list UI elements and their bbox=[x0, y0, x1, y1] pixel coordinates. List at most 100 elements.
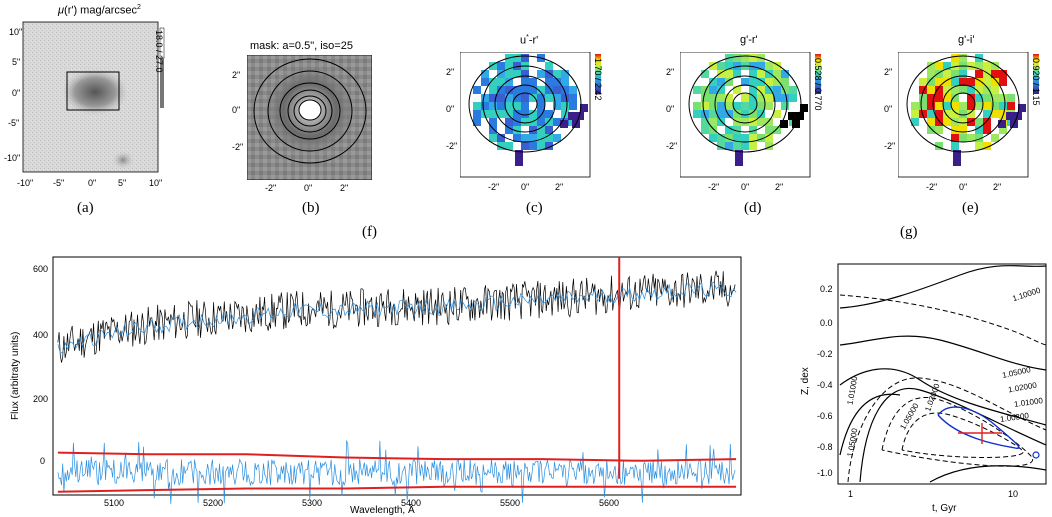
color-pixel bbox=[717, 78, 725, 86]
color-pixel bbox=[975, 134, 983, 142]
caption-d: (d) bbox=[744, 200, 762, 216]
colorbar-c-label: 1.70 / 2.42 bbox=[593, 58, 603, 101]
color-pixel bbox=[951, 78, 959, 86]
spectrum-series-1 bbox=[57, 281, 737, 354]
companion-galaxy bbox=[111, 150, 135, 170]
color-pixel bbox=[529, 86, 537, 94]
color-pixel bbox=[505, 142, 513, 150]
color-pixel bbox=[975, 118, 983, 126]
color-pixel bbox=[911, 118, 919, 126]
spectrum-series-2 bbox=[57, 440, 736, 504]
color-pixel bbox=[999, 94, 1007, 102]
color-pixel bbox=[975, 62, 983, 70]
color-pixel bbox=[983, 142, 991, 150]
color-pixel bbox=[545, 70, 553, 78]
color-pixel bbox=[545, 94, 553, 102]
color-pixel bbox=[505, 78, 513, 86]
color-pixel bbox=[473, 86, 481, 94]
color-pixel bbox=[701, 126, 709, 134]
color-pixel bbox=[537, 70, 545, 78]
panel-d-plot bbox=[680, 52, 821, 178]
color-pixel bbox=[959, 126, 967, 134]
color-pixel bbox=[919, 78, 927, 86]
color-pixel bbox=[959, 54, 967, 62]
color-pixel bbox=[709, 118, 717, 126]
tick-c-y: 2" bbox=[446, 67, 455, 77]
color-pixel bbox=[513, 102, 521, 110]
color-pixel bbox=[709, 102, 717, 110]
color-pixel bbox=[741, 118, 749, 126]
color-pixel bbox=[489, 102, 497, 110]
color-pixel bbox=[911, 102, 919, 110]
tick-b-x: 2" bbox=[340, 183, 349, 193]
color-pixel bbox=[943, 118, 951, 126]
color-pixel bbox=[701, 94, 709, 102]
color-pixel bbox=[569, 102, 577, 110]
color-pixel bbox=[561, 78, 569, 86]
tick-e-y: 2" bbox=[884, 67, 893, 77]
color-pixel bbox=[489, 94, 497, 102]
tick-a-x: 5" bbox=[118, 178, 127, 188]
color-pixel bbox=[693, 102, 701, 110]
color-pixel bbox=[953, 158, 961, 166]
color-pixel bbox=[757, 110, 765, 118]
color-pixel bbox=[999, 126, 1007, 134]
color-pixel bbox=[927, 126, 935, 134]
tick-b-y: -2" bbox=[232, 142, 244, 152]
color-pixel bbox=[725, 134, 733, 142]
spectrum-series-0 bbox=[57, 270, 736, 363]
color-pixel bbox=[983, 78, 991, 86]
tick-b-x: -2" bbox=[265, 183, 277, 193]
color-pixel bbox=[1014, 112, 1022, 120]
spectrum-ytick: 0 bbox=[40, 456, 46, 466]
spectrum-frame bbox=[52, 256, 742, 496]
color-pixel bbox=[951, 54, 959, 62]
color-pixel bbox=[521, 110, 529, 118]
tick-d-y: 0" bbox=[666, 104, 675, 114]
tick-d-x: 2" bbox=[775, 182, 784, 192]
color-pixel bbox=[521, 70, 529, 78]
color-pixel bbox=[489, 134, 497, 142]
color-pixel bbox=[983, 110, 991, 118]
chi2-xtick: 10 bbox=[1008, 489, 1019, 499]
color-pixel bbox=[717, 118, 725, 126]
panel-c-title: u*-r' bbox=[520, 34, 539, 47]
spectrum-plot bbox=[52, 256, 742, 504]
color-pixel bbox=[975, 70, 983, 78]
color-pixel bbox=[765, 94, 773, 102]
tick-a-y: 10" bbox=[9, 27, 23, 37]
color-pixel bbox=[935, 126, 943, 134]
color-pixel bbox=[553, 70, 561, 78]
color-pixel bbox=[983, 118, 991, 126]
color-pixel bbox=[521, 118, 529, 126]
color-pixel bbox=[999, 78, 1007, 86]
color-pixel bbox=[733, 102, 741, 110]
tick-b-x: 0" bbox=[304, 183, 313, 193]
color-pixel bbox=[513, 126, 521, 134]
color-pixel bbox=[757, 86, 765, 94]
color-pixel bbox=[757, 70, 765, 78]
color-pixel bbox=[959, 118, 967, 126]
color-pixel bbox=[975, 86, 983, 94]
color-pixel bbox=[521, 78, 529, 86]
color-pixel bbox=[725, 62, 733, 70]
color-pixel bbox=[757, 118, 765, 126]
color-pixel bbox=[497, 86, 505, 94]
tick-a-x: -5" bbox=[53, 178, 65, 188]
color-pixel bbox=[741, 102, 749, 110]
color-pixel bbox=[789, 86, 797, 94]
color-pixel bbox=[749, 78, 757, 86]
color-pixel bbox=[537, 126, 545, 134]
color-pixel bbox=[505, 110, 513, 118]
color-pixel bbox=[513, 94, 521, 102]
color-pixel bbox=[733, 54, 741, 62]
color-pixel bbox=[693, 86, 701, 94]
tick-c-y: 0" bbox=[446, 104, 455, 114]
panel-a-plot bbox=[22, 21, 165, 173]
color-pixel bbox=[757, 62, 765, 70]
color-pixel bbox=[927, 118, 935, 126]
color-pixel bbox=[975, 78, 983, 86]
color-pixel bbox=[983, 62, 991, 70]
color-pixel bbox=[757, 134, 765, 142]
color-pixel bbox=[919, 110, 927, 118]
